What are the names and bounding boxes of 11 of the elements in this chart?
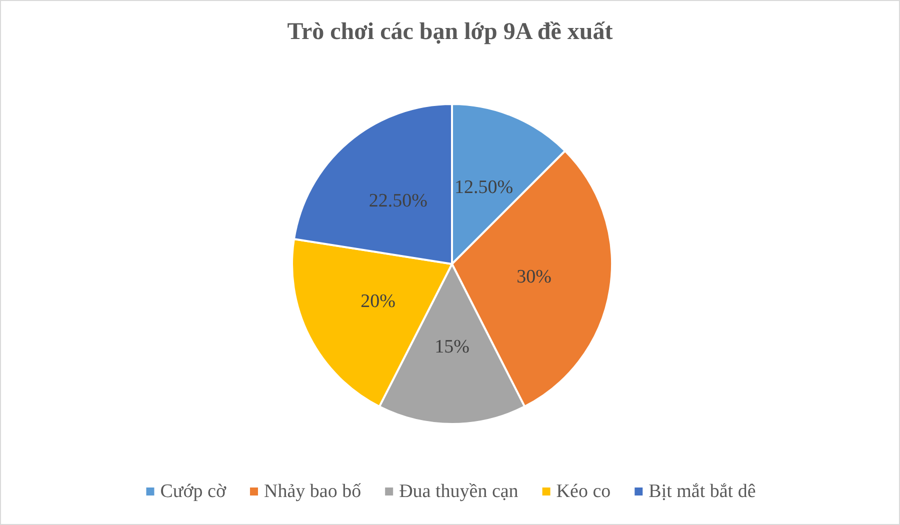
legend-label: Cướp cờ (160, 481, 227, 502)
chart-title: Trò chơi các bạn lớp 9A đề xuất (287, 19, 613, 45)
data-label: 12.50% (454, 176, 514, 198)
data-label: 15% (434, 336, 470, 358)
legend-label: Kéo co (556, 481, 611, 502)
legend-label: Bịt mắt bắt dê (648, 481, 756, 502)
data-label: 22.50% (368, 190, 428, 212)
legend-label: Nhảy bao bố (264, 481, 362, 502)
data-label: 20% (360, 291, 396, 312)
data-label: 30% (516, 266, 552, 288)
legend-label: Đua thuyền cạn (399, 481, 519, 502)
